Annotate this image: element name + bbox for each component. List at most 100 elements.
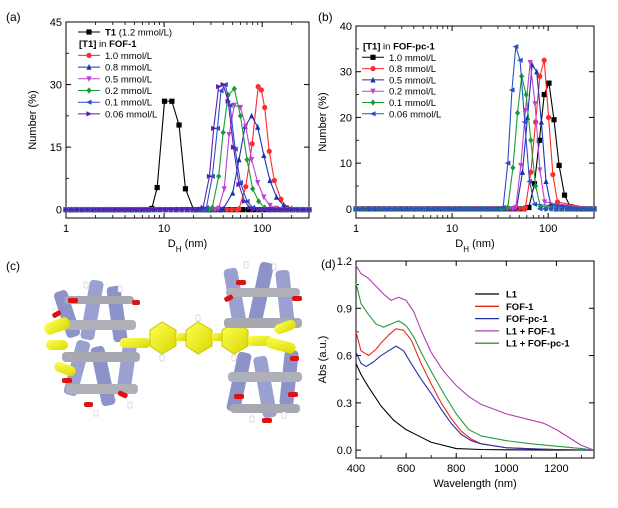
x-tick-label: 1200 (544, 463, 568, 475)
data-point (255, 84, 261, 90)
legend-item: 1.0 mmol/L (362, 53, 436, 64)
data-point (510, 164, 516, 171)
legend-item: L1 (475, 290, 518, 301)
baseline-point (79, 207, 86, 213)
data-point (527, 59, 533, 66)
data-point (266, 148, 272, 154)
data-point (182, 186, 189, 192)
baseline-point (482, 206, 489, 212)
data-point (528, 169, 534, 175)
data-point (526, 204, 532, 211)
data-point (532, 182, 539, 190)
x-tick-label: 1 (63, 223, 69, 235)
data-point (531, 201, 538, 207)
y-tick-label: 10 (340, 158, 352, 170)
legend-marker (85, 99, 92, 105)
chart-panel-3: (d) 400 600 800 1000 1200 0.0 0.3 0.6 0.9 1.2 Wavel… (317, 256, 595, 490)
central-linker (120, 314, 272, 362)
baseline-point (74, 207, 81, 213)
legend-label: 0.8 mmol/L (389, 64, 436, 75)
series-3 (63, 112, 312, 213)
data-point (231, 102, 237, 109)
legend-item: 0.5 mmol/L (362, 75, 436, 86)
y-tick-label: 0.6 (337, 351, 352, 363)
legend-item: T1 (1.2 mmol/L) (78, 28, 172, 39)
baseline-point (102, 207, 108, 213)
legend-label: L1 + FOF-pc-1 (506, 339, 570, 350)
plot-frame (65, 21, 310, 219)
series-line (355, 282, 595, 451)
x-axis-title: DH (nm) (455, 238, 494, 254)
baseline-point (146, 207, 152, 213)
legend-item: FOF-1 (475, 302, 534, 313)
baseline-point (190, 207, 197, 213)
baseline-point (262, 207, 268, 213)
legend-header: [T1] in FOF-pc-1 (363, 42, 436, 53)
data-point (532, 119, 539, 125)
baseline-point (558, 206, 565, 212)
legend-marker (86, 87, 92, 94)
data-point (216, 84, 222, 90)
data-point (280, 202, 287, 209)
legend-item: L1 + FOF-1 (475, 326, 556, 337)
baseline-point (96, 207, 103, 213)
right-cage (223, 261, 302, 423)
baseline-point (85, 207, 92, 213)
legend-marker (86, 76, 92, 82)
data-point (523, 91, 529, 98)
data-point (216, 173, 222, 180)
plot-frame (355, 25, 595, 219)
baseline-point (580, 206, 586, 212)
data-point (206, 173, 213, 179)
legend-item: 1.0 mmol/L (78, 51, 152, 62)
series-line (65, 88, 310, 211)
baseline-point (91, 207, 97, 213)
legend-label: T1 (1.2 mmol/L) (105, 28, 172, 39)
data-point (211, 125, 217, 131)
baseline-point (135, 207, 141, 213)
data-point (556, 162, 562, 169)
baseline-point (162, 207, 169, 213)
legend-item: 0.2 mmol/L (362, 87, 436, 98)
data-point (267, 202, 273, 209)
baseline-point (129, 207, 136, 213)
series-line (355, 345, 595, 451)
legend-item: 0.06 mmol/L (362, 109, 441, 120)
x-tick-label: 10 (158, 223, 170, 235)
series-line (355, 75, 595, 210)
legend-marker (86, 64, 92, 70)
x-tick-label: 400 (347, 463, 365, 475)
data-point (249, 141, 255, 147)
y-axis-title: Number (%) (27, 90, 39, 149)
data-point (519, 169, 526, 175)
legend-item: L1 + FOF-pc-1 (475, 339, 570, 350)
legend-marker (370, 66, 376, 72)
y-tick-label: 0.3 (337, 398, 352, 410)
baseline-point (173, 207, 180, 213)
baseline-point (390, 206, 397, 212)
data-point (352, 206, 359, 212)
series-4 (355, 265, 595, 451)
baseline-point (423, 206, 429, 212)
series-line (65, 115, 310, 211)
baseline-point (200, 207, 207, 213)
legend-item: 0.8 mmol/L (78, 63, 152, 74)
legend-label: 0.2 mmol/L (105, 86, 152, 97)
data-point (230, 144, 237, 150)
data-point (526, 178, 533, 185)
data-point (561, 192, 568, 198)
data-point (247, 204, 254, 211)
baseline-point (585, 206, 592, 212)
data-point (243, 184, 249, 190)
data-point (200, 204, 207, 211)
data-point (220, 129, 226, 136)
legend-label: 1.0 mmol/L (105, 51, 152, 62)
data-point (261, 194, 267, 201)
data-point (551, 117, 557, 123)
data-point (226, 131, 232, 138)
data-point (217, 88, 224, 94)
data-point (237, 112, 244, 119)
baseline-point (289, 207, 296, 213)
legend-marker (370, 88, 376, 95)
